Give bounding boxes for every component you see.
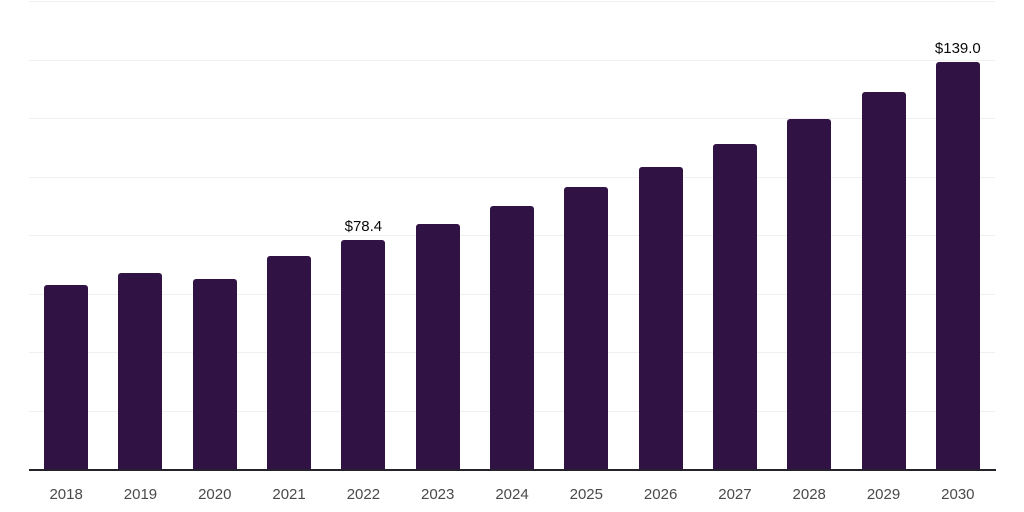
x-tick-label-2028: 2028 [792, 486, 826, 503]
x-tick-label-2027: 2027 [718, 486, 752, 503]
data-label-2022: $78.4 [344, 217, 383, 235]
data-label-2030: $139.0 [934, 40, 981, 58]
bar-2027[interactable] [712, 144, 757, 469]
bar-2023[interactable] [415, 223, 460, 469]
gridline-100 [29, 176, 995, 178]
x-tick-label-2029: 2029 [866, 486, 901, 503]
gridline-140 [29, 59, 995, 61]
x-tick-label-2026: 2026 [643, 486, 678, 503]
x-tick-label-2024: 2024 [495, 486, 529, 503]
bar-2019[interactable] [118, 273, 163, 469]
x-tick-label-2023: 2023 [421, 486, 455, 503]
bar-2030[interactable] [935, 62, 980, 469]
bar-2021[interactable] [267, 256, 312, 469]
x-tick-label-2022: 2022 [346, 486, 381, 503]
bar-2024[interactable] [490, 206, 534, 469]
bar-2025[interactable] [564, 187, 609, 469]
x-tick-label-2018: 2018 [49, 486, 83, 503]
gridline-160 [29, 1, 995, 2]
x-tick-label-2030: 2030 [941, 486, 975, 503]
x-axis-line [29, 469, 996, 471]
bar-2018[interactable] [44, 284, 89, 469]
bar-2028[interactable] [787, 118, 832, 469]
bar-2026[interactable] [638, 166, 683, 469]
x-tick-label-2025: 2025 [569, 486, 603, 503]
gridline-120 [29, 118, 995, 119]
x-tick-label-2021: 2021 [272, 486, 306, 503]
bar-2020[interactable] [192, 278, 237, 469]
x-tick-label-2019: 2019 [123, 486, 158, 503]
bar-2029[interactable] [861, 91, 906, 469]
x-tick-label-2020: 2020 [198, 486, 232, 503]
bar-2022[interactable] [341, 239, 386, 469]
